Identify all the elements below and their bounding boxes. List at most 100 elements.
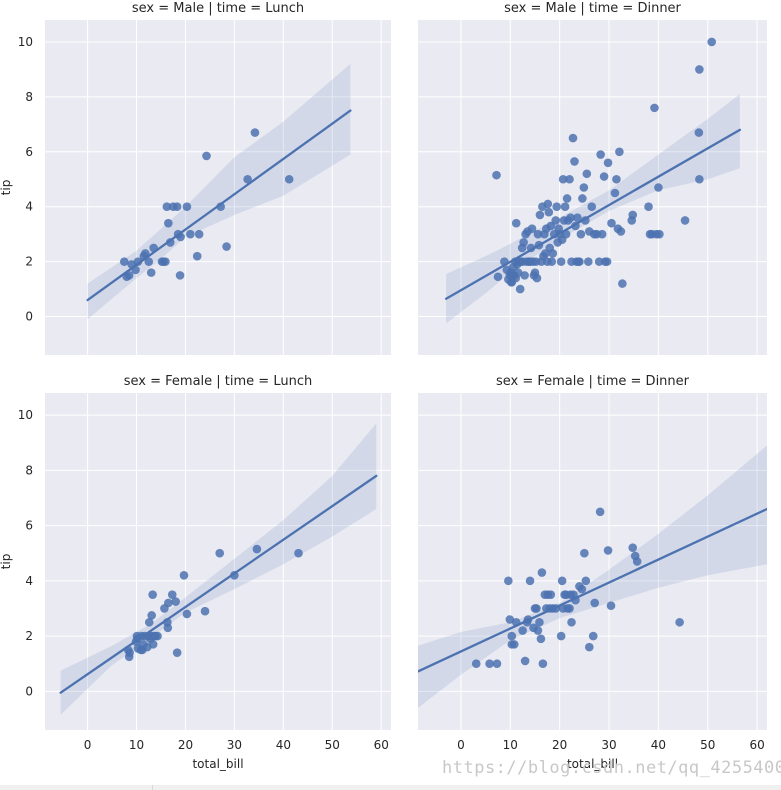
y-tick-label: 10 xyxy=(18,408,33,422)
data-point xyxy=(172,202,182,212)
data-point xyxy=(536,634,546,644)
data-point xyxy=(492,170,501,180)
data-point xyxy=(694,128,704,137)
data-point xyxy=(576,229,586,239)
data-point xyxy=(124,271,134,280)
data-point xyxy=(612,174,621,184)
data-point xyxy=(544,207,554,217)
data-point xyxy=(628,543,638,552)
data-point xyxy=(602,257,612,266)
x-tick-label: 60 xyxy=(749,738,764,752)
panel-plot-area xyxy=(418,445,767,708)
x-tick-label: 50 xyxy=(700,738,715,752)
data-point xyxy=(252,544,262,554)
data-point xyxy=(520,271,529,280)
x-tick-label: 40 xyxy=(651,738,666,752)
y-tick-label: 4 xyxy=(25,200,33,214)
x-tick-label: 30 xyxy=(227,738,242,752)
data-point xyxy=(182,202,192,212)
facet-panel-2: sex = Male | time = Dinner xyxy=(418,1,767,355)
data-point xyxy=(644,202,653,212)
y-tick-label: 2 xyxy=(25,629,33,643)
y-tick-label: 8 xyxy=(25,90,33,104)
data-point xyxy=(628,210,638,220)
watermark: https://blog.csdn.net/qq_42554007 xyxy=(442,758,781,778)
data-point xyxy=(560,202,570,212)
facet-title: sex = Female | time = Lunch xyxy=(124,374,312,389)
panel-plot-area xyxy=(444,37,741,324)
x-tick-label: 0 xyxy=(457,738,465,752)
y-tick-label: 6 xyxy=(25,145,33,159)
data-point xyxy=(471,659,481,668)
data-point xyxy=(148,640,158,649)
data-point xyxy=(548,249,558,258)
y-tick-label: 4 xyxy=(25,574,33,588)
data-point xyxy=(547,257,557,266)
data-point xyxy=(616,227,626,236)
data-point xyxy=(518,626,527,635)
confidence-band xyxy=(87,63,351,320)
data-point xyxy=(618,279,627,288)
data-point xyxy=(519,238,528,247)
data-point xyxy=(171,597,180,606)
data-point xyxy=(594,257,604,266)
data-point xyxy=(603,546,613,555)
x-tick-label: 20 xyxy=(552,738,567,752)
data-point xyxy=(546,221,556,231)
facet-panel-1: 0 2 4 6 8 10 sex = Male | time = Lunch tip xyxy=(0,1,391,355)
data-point xyxy=(511,218,521,228)
data-point xyxy=(125,648,134,657)
y-tick-label: 8 xyxy=(25,463,33,477)
data-point xyxy=(200,606,210,616)
panel-plot-area xyxy=(59,423,378,715)
data-point xyxy=(192,251,202,261)
data-point xyxy=(556,257,566,266)
data-point xyxy=(546,590,556,599)
data-point xyxy=(294,548,303,558)
data-point xyxy=(533,626,543,635)
data-point xyxy=(493,272,503,282)
y-tick-label: 6 xyxy=(25,519,33,533)
data-point xyxy=(175,271,185,280)
data-point xyxy=(584,642,594,652)
data-point xyxy=(573,213,582,222)
data-point xyxy=(607,218,616,228)
bottom-strip xyxy=(0,785,781,790)
facet-title: sex = Male | time = Dinner xyxy=(504,1,681,16)
data-point xyxy=(582,169,592,179)
data-point xyxy=(179,571,189,580)
data-point xyxy=(222,242,231,251)
data-point xyxy=(485,659,494,668)
data-point xyxy=(164,218,173,228)
data-point xyxy=(537,568,547,577)
data-point xyxy=(566,213,575,222)
data-point xyxy=(596,150,605,159)
data-point xyxy=(610,188,620,198)
data-point xyxy=(186,229,195,239)
y-tick-label: 0 xyxy=(25,684,33,698)
data-point xyxy=(599,172,609,181)
data-point xyxy=(532,604,541,613)
x-tick-label: 10 xyxy=(503,738,518,752)
panel-background xyxy=(418,20,767,355)
facet-panel-3: 0 10 20 30 40 50 60 0 2 4 6 8 10 sex = Female | time … xyxy=(0,374,391,771)
data-point xyxy=(588,631,598,641)
data-point xyxy=(535,210,545,220)
data-point xyxy=(650,103,659,113)
y-tick-label: 2 xyxy=(25,255,33,269)
data-point xyxy=(707,37,717,47)
data-point xyxy=(535,617,544,627)
y-tick-label: 0 xyxy=(25,310,33,324)
data-point xyxy=(581,576,591,586)
bottom-strip-divider xyxy=(152,785,153,790)
data-point xyxy=(558,174,568,184)
data-point xyxy=(172,648,182,657)
data-point xyxy=(515,284,525,294)
data-point xyxy=(567,617,576,627)
data-point xyxy=(119,257,129,266)
data-point xyxy=(595,507,605,517)
data-point xyxy=(577,584,587,594)
data-point xyxy=(182,609,192,619)
data-point xyxy=(509,640,519,649)
data-point xyxy=(565,174,574,184)
